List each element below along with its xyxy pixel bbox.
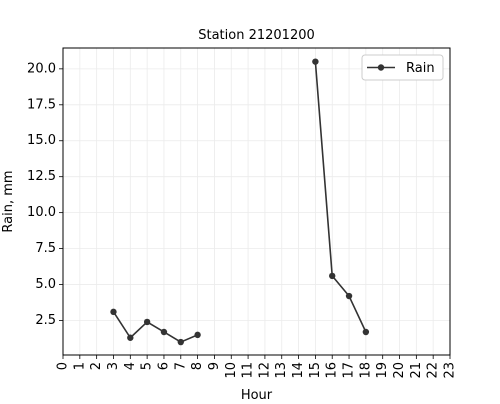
legend-box bbox=[361, 54, 444, 81]
x-tick-label: 2 bbox=[89, 362, 104, 370]
legend: Rain bbox=[361, 54, 444, 81]
legend-label-rain: Rain bbox=[406, 61, 435, 76]
data-point-rain bbox=[160, 328, 168, 336]
y-tick-label: 5.0 bbox=[35, 277, 56, 292]
x-tick-label: 11 bbox=[241, 362, 256, 379]
x-tick-label: 3 bbox=[106, 362, 121, 370]
x-tick-label: 23 bbox=[443, 362, 458, 379]
y-axis-label: Rain, mm bbox=[1, 170, 16, 232]
y-tick-label: 10.0 bbox=[27, 205, 56, 220]
y-tick-label: 17.5 bbox=[27, 97, 56, 112]
grid-lines bbox=[62, 48, 451, 355]
data-point-rain bbox=[345, 292, 353, 300]
x-tick-label: 21 bbox=[409, 362, 424, 379]
y-axis-ticks: 2.5 5.0 7.5 10.0 12.5 15.0 17.5 20.0 bbox=[27, 61, 63, 328]
x-tick-label: 22 bbox=[426, 362, 441, 379]
y-tick-label: 2.5 bbox=[35, 313, 56, 328]
data-point-rain bbox=[177, 338, 184, 346]
x-tick-label: 20 bbox=[392, 362, 407, 379]
x-tick-label: 13 bbox=[274, 362, 289, 379]
x-tick-label: 5 bbox=[140, 362, 155, 370]
series-line-rain bbox=[314, 61, 367, 333]
x-axis-ticks: 0 1 2 3 4 5 6 7 8 9 10 11 12 13 14 15 16 17 18 19 20 21 22 23 bbox=[56, 355, 458, 379]
data-point-rain bbox=[362, 328, 370, 336]
x-tick-label: 0 bbox=[56, 362, 71, 370]
data-point-rain bbox=[110, 308, 117, 316]
y-tick-label: 12.5 bbox=[27, 169, 56, 184]
y-tick-label: 20.0 bbox=[27, 61, 56, 76]
chart-title: Station 21201200 bbox=[198, 28, 315, 43]
x-tick-label: 9 bbox=[207, 362, 222, 370]
x-tick-label: 14 bbox=[291, 362, 306, 379]
plot-area-frame bbox=[62, 47, 451, 356]
series-lines bbox=[110, 58, 370, 346]
data-point-rain bbox=[194, 331, 201, 339]
x-tick-label: 15 bbox=[308, 362, 323, 379]
data-point-rain bbox=[143, 318, 151, 326]
x-tick-label: 10 bbox=[224, 362, 239, 379]
data-point-rain bbox=[127, 334, 134, 341]
x-tick-label: 19 bbox=[375, 362, 390, 379]
x-tick-label: 17 bbox=[342, 362, 357, 379]
x-tick-label: 12 bbox=[257, 362, 272, 379]
data-point-rain bbox=[312, 58, 319, 65]
y-tick-label: 7.5 bbox=[35, 241, 56, 256]
legend-marker-sample bbox=[377, 64, 385, 71]
x-tick-label: 7 bbox=[173, 362, 188, 370]
x-axis-label: Hour bbox=[241, 388, 273, 400]
x-tick-label: 6 bbox=[156, 362, 171, 370]
data-point-rain bbox=[329, 272, 336, 280]
x-tick-label: 18 bbox=[358, 362, 373, 379]
y-tick-label: 15.0 bbox=[27, 133, 56, 148]
x-tick-label: 4 bbox=[123, 362, 138, 370]
x-tick-label: 8 bbox=[190, 362, 205, 370]
x-tick-label: 1 bbox=[72, 362, 87, 370]
x-tick-label: 16 bbox=[325, 362, 340, 379]
